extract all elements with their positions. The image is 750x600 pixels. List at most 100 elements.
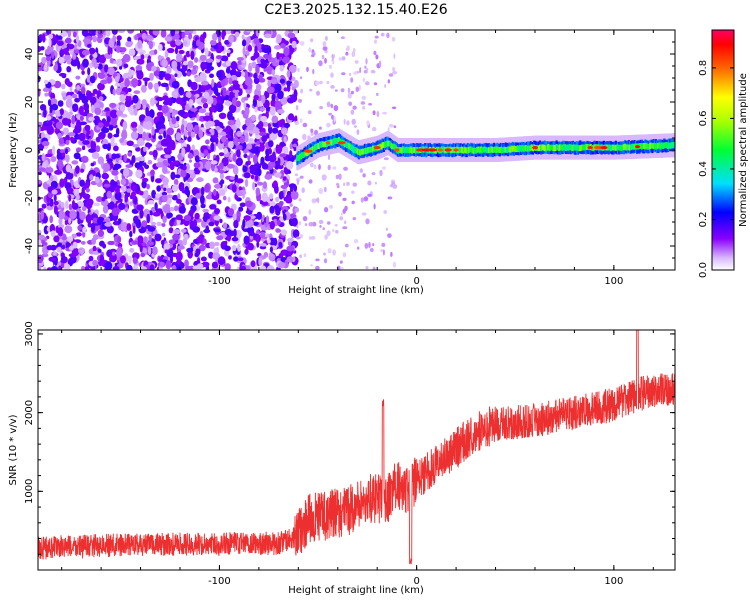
spectrogram-cell	[331, 114, 334, 120]
spectrogram-cell	[234, 31, 240, 38]
spectrogram-cell	[122, 54, 131, 63]
spectrogram-cell	[459, 147, 462, 154]
spectrogram-cell	[308, 47, 312, 53]
spectrogram-cell	[469, 146, 472, 153]
spectrogram-cell	[90, 222, 96, 233]
spectrogram-cell	[46, 167, 54, 174]
spectrogram-cell	[400, 147, 403, 154]
spectrogram-cell	[381, 142, 384, 149]
spectrogram-cell	[102, 243, 107, 249]
spectrogram-cell	[217, 256, 226, 266]
spectrogram-cell	[196, 39, 201, 47]
spectrogram-cell	[49, 104, 53, 114]
spectrogram-cell	[288, 30, 294, 33]
snr-plot: -100 0 100 1000 2000 3000 Height of straight …	[8, 321, 676, 596]
spectrogram-cell	[362, 148, 365, 155]
spectrogram-cell	[547, 144, 550, 150]
spectrogram-cell	[278, 119, 284, 128]
spectrogram-cell	[343, 182, 346, 187]
spectrogram-cell	[436, 146, 439, 153]
spectrogram-cell	[209, 204, 217, 210]
spectrogram-cell	[517, 146, 520, 153]
spectrogram-cell	[98, 54, 107, 64]
spectrogram-cell	[180, 169, 187, 178]
y-tick-label: 2000	[24, 400, 35, 425]
spectrogram-cell	[390, 251, 393, 257]
spectrogram-cell	[376, 92, 379, 96]
spectrogram-cell	[393, 125, 397, 129]
spectrogram-cell	[204, 112, 210, 117]
spectrogram-cell	[392, 143, 395, 150]
spectrogram-cell	[274, 185, 279, 194]
spectrogram-cell	[314, 81, 320, 86]
spectrogram-cell	[327, 154, 331, 161]
spectrogram-cell	[134, 34, 139, 41]
spectrogram-cell	[653, 142, 656, 149]
spectrogram-cell	[112, 88, 116, 96]
spectrogram-cell	[262, 181, 268, 189]
spectrogram-cell	[249, 230, 255, 237]
spectrogram-cell	[88, 30, 92, 34]
spectrogram-cell	[379, 169, 383, 177]
spectrogram-cell	[247, 143, 253, 150]
spectrogram-cell	[495, 147, 498, 153]
spectrogram-cell	[112, 266, 120, 270]
spectrogram-cell	[164, 50, 169, 58]
spectrogram-cell	[92, 259, 98, 266]
spectrogram-cell	[110, 109, 118, 119]
spectrogram-cell	[635, 145, 640, 149]
spectrogram-cell	[316, 90, 320, 96]
spectrogram-cell	[115, 127, 120, 136]
spectrogram-cell	[307, 110, 312, 115]
spectrogram-cell	[242, 165, 248, 173]
spectrogram-cell	[344, 220, 347, 225]
spectrogram-cell	[363, 148, 366, 154]
spectrogram-cell	[75, 147, 82, 152]
spectrogram-cell	[443, 146, 446, 153]
spectrogram-cell	[173, 178, 179, 186]
spectrogram-cell	[322, 227, 326, 231]
spectrogram-cell	[118, 159, 123, 165]
spectrogram-cell	[114, 75, 120, 83]
spectrogram-cell	[64, 225, 73, 234]
spectrogram-cell	[225, 30, 231, 35]
spectrogram-cell	[250, 174, 255, 180]
spectrogram-cell	[128, 178, 133, 183]
spectrogram-cell	[329, 139, 332, 145]
spectrogram-cell	[335, 174, 340, 180]
spectrogram-cell	[56, 35, 63, 40]
spectrogram-cell	[361, 212, 367, 216]
spectrogram-cell	[113, 145, 119, 152]
spectrogram-cell	[186, 247, 194, 253]
spectrogram-cell	[147, 82, 153, 90]
spectrogram-cell	[190, 113, 196, 118]
spectrogram-cell	[53, 200, 59, 206]
spectrogram-cell	[159, 115, 166, 125]
spectrogram-cell	[61, 233, 67, 241]
spectrogram-cell	[152, 246, 158, 256]
spectrogram-cell	[266, 238, 271, 244]
spectrogram-cell	[273, 172, 282, 178]
spectrogram-cell	[261, 163, 269, 170]
spectrogram-cell	[236, 139, 244, 143]
spectrogram-cell	[329, 204, 333, 209]
spectrogram-cell	[392, 106, 397, 110]
spectrogram-cell	[170, 40, 177, 48]
spectrogram-cell	[308, 209, 312, 215]
spectrogram-cell	[336, 138, 339, 144]
spectrogram-cell	[294, 207, 300, 213]
spectrogram-cell	[205, 120, 211, 130]
spectrogram-cell	[352, 217, 356, 221]
spectrogram-cell	[340, 212, 343, 216]
spectrogram-cell	[370, 70, 376, 74]
spectrogram-cell	[527, 145, 530, 152]
spectrogram-cell	[248, 138, 254, 144]
spectrogram-cell	[161, 104, 169, 114]
spectrogram-cell	[135, 220, 142, 229]
spectrogram-cell	[646, 143, 649, 150]
spectrogram-cell	[189, 99, 194, 107]
spectrogram-cell	[185, 91, 192, 99]
spectrogram-cell	[109, 102, 117, 109]
spectrogram-cell	[125, 164, 133, 169]
spectrogram-cell	[404, 147, 407, 154]
